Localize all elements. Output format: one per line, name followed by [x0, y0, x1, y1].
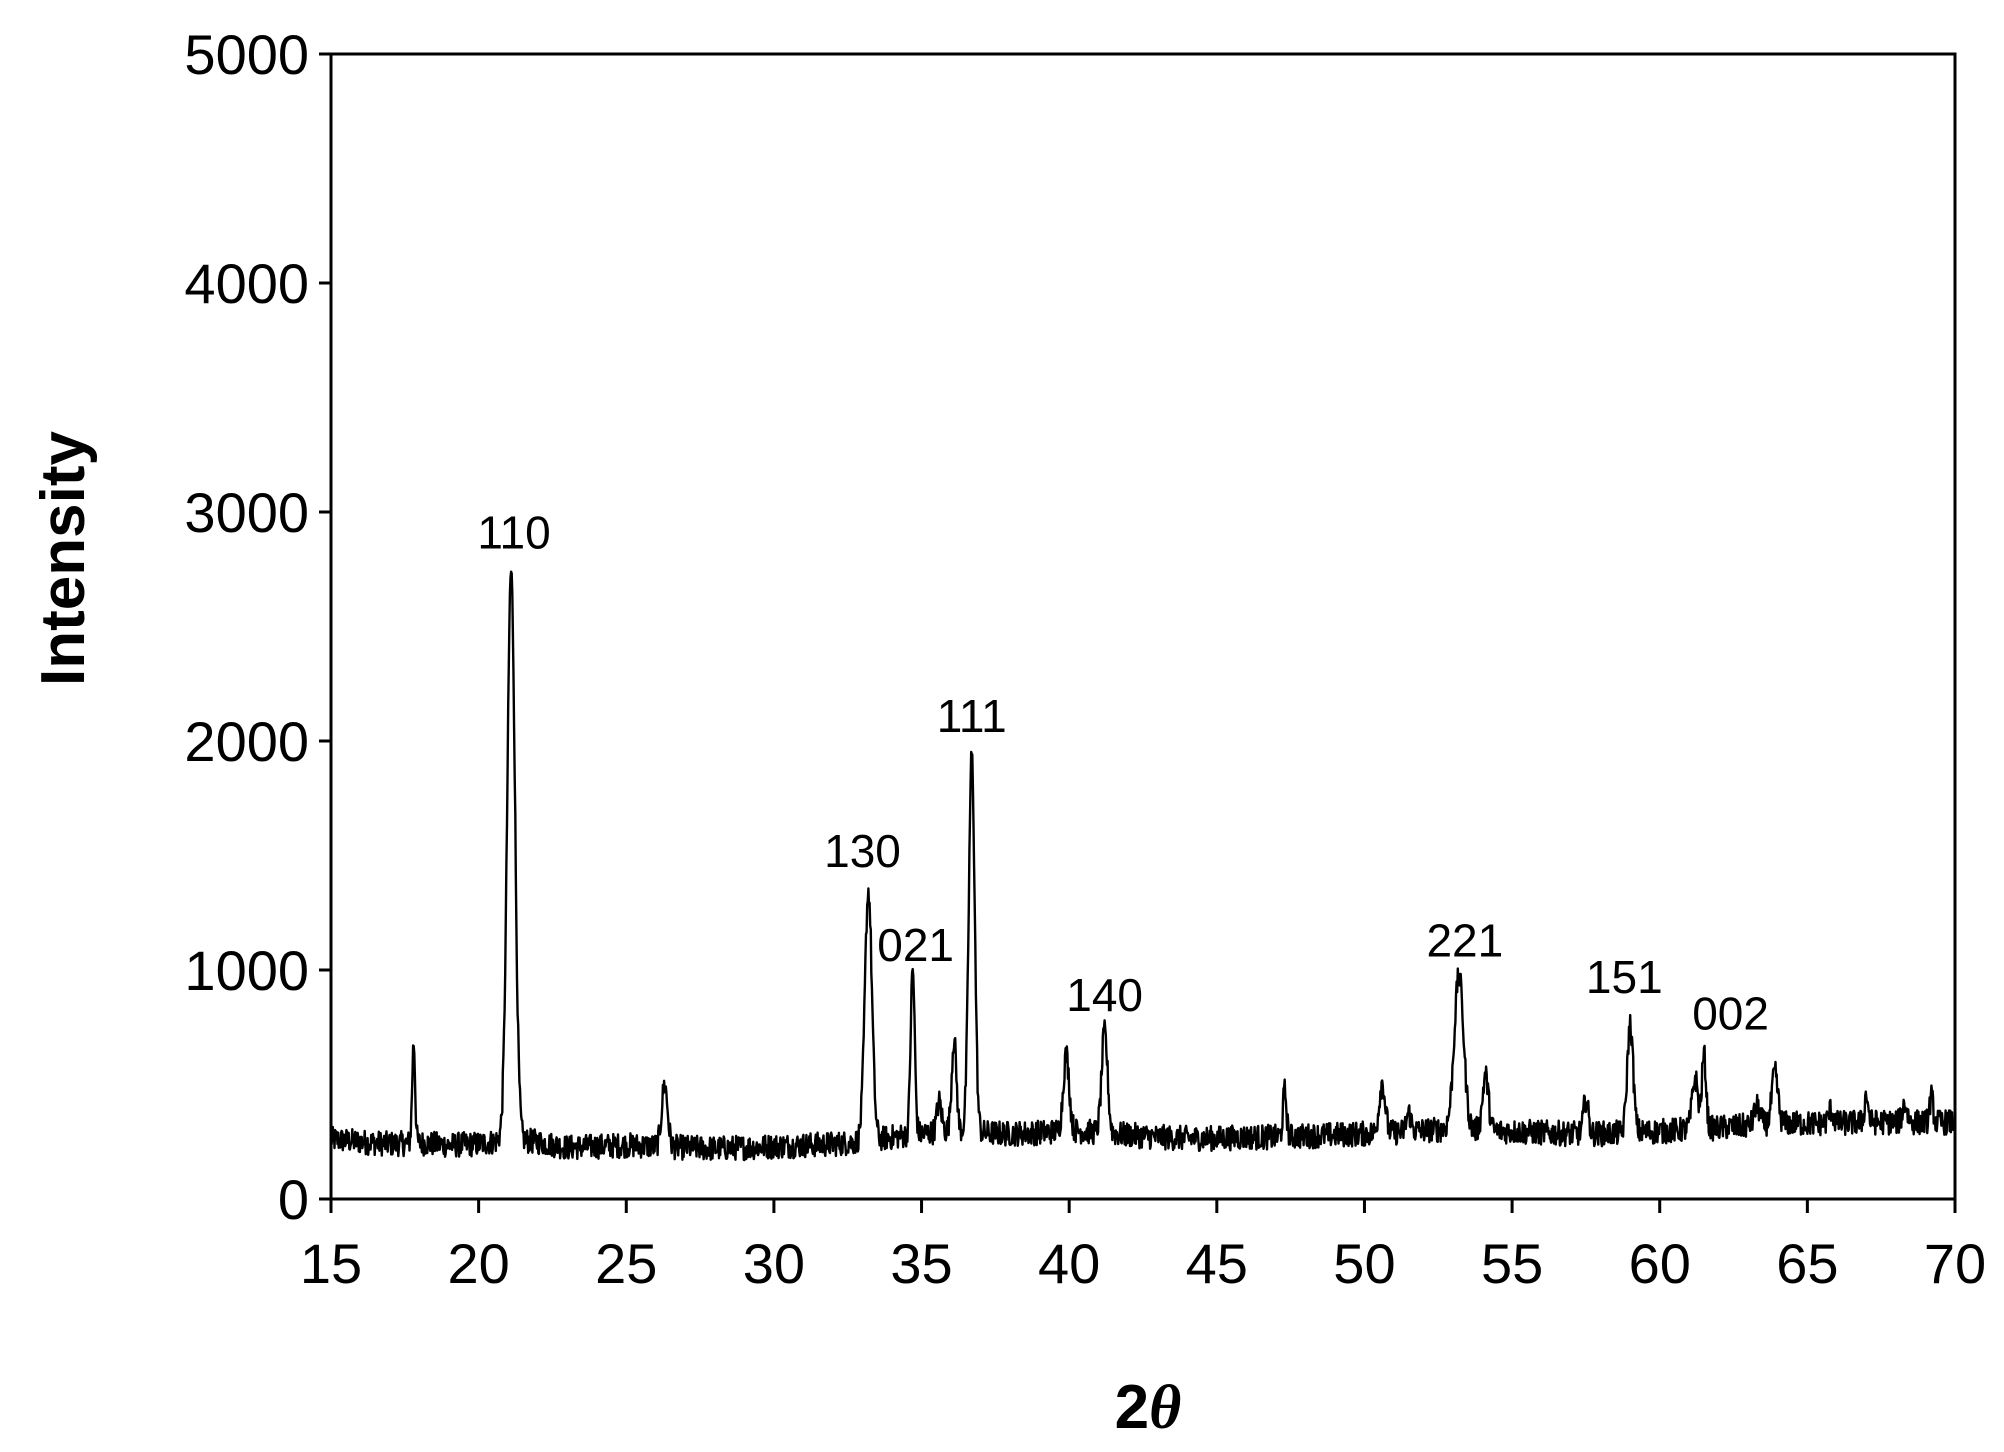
plot-area: 0 1000 2000 3000 4000 5000 15 20 25 30 35 40 45 50 55…	[184, 23, 1986, 1295]
x-axis-title: 2θ	[1115, 1373, 1182, 1442]
y-tick-label: 2000	[184, 710, 309, 773]
x-tick-label: 30	[743, 1232, 805, 1295]
x-tick-label: 15	[300, 1232, 362, 1295]
y-tick-label: 5000	[184, 23, 309, 86]
x-tick-label: 65	[1776, 1232, 1838, 1295]
x-axis-title-symbol: θ	[1149, 1374, 1181, 1442]
y-axis-title: Intensity	[29, 431, 98, 686]
plot-frame	[329, 52, 1957, 1201]
peak-label-151: 151	[1586, 951, 1663, 1003]
peak-label-140: 140	[1066, 969, 1143, 1021]
x-tick-label: 55	[1481, 1232, 1543, 1295]
x-tick-label: 35	[890, 1232, 952, 1295]
x-tick-label: 70	[1924, 1232, 1986, 1295]
x-tick-label: 20	[447, 1232, 509, 1295]
y-tick-label: 4000	[184, 252, 309, 315]
peak-annotations: 110 130 021 111 140 221 151 002	[477, 507, 1769, 1040]
peak-label-002: 002	[1692, 988, 1769, 1040]
x-tick-label: 40	[1038, 1232, 1100, 1295]
x-tick-label: 60	[1629, 1232, 1691, 1295]
y-tick-label: 0	[278, 1168, 309, 1231]
y-tick-label: 1000	[184, 939, 309, 1002]
x-axis-title-prefix: 2	[1115, 1373, 1149, 1442]
peak-label-221: 221	[1426, 914, 1503, 966]
x-axis-ticks: 15 20 25 30 35 40 45 50 55 60 65 70	[300, 1199, 1986, 1295]
peak-label-130: 130	[824, 825, 901, 877]
x-tick-label: 50	[1333, 1232, 1395, 1295]
peak-label-021: 021	[877, 919, 954, 971]
peak-label-110: 110	[477, 507, 550, 559]
x-tick-label: 25	[595, 1232, 657, 1295]
y-axis-ticks: 0 1000 2000 3000 4000 5000	[184, 23, 331, 1231]
peak-label-111: 111	[937, 690, 1007, 742]
x-tick-label: 45	[1186, 1232, 1248, 1295]
series-line-intensity	[329, 570, 1956, 1162]
y-tick-label: 3000	[184, 481, 309, 544]
